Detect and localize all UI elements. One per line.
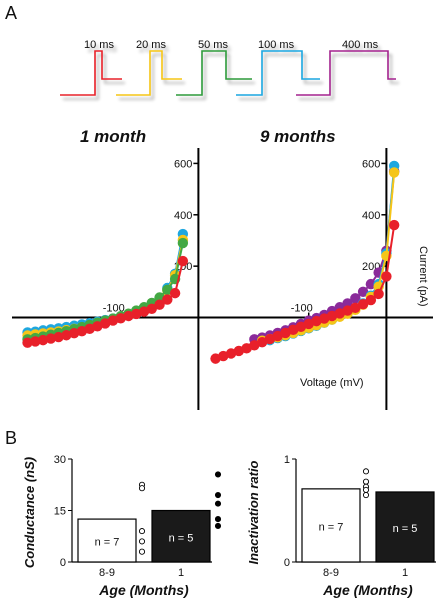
inactivation-bar-chart: 0 1 n = 7 8-9 n = 5 1 Inactivation ratio Age (M… bbox=[246, 454, 436, 598]
protocol-label-4: 100 ms bbox=[258, 39, 295, 51]
chart1-title: 1 month bbox=[80, 127, 146, 146]
data-point bbox=[357, 298, 369, 310]
data-point bbox=[30, 336, 41, 347]
data-point bbox=[53, 331, 64, 343]
x-tick-label: 8-9 bbox=[323, 567, 339, 579]
individual-point bbox=[362, 491, 370, 499]
individual-point bbox=[138, 528, 146, 535]
x-tick-label: 1 bbox=[178, 567, 184, 579]
data-point bbox=[350, 302, 361, 313]
y-tick-label: 600 bbox=[362, 158, 380, 170]
x-axis-label: Voltage (mV) bbox=[300, 377, 364, 389]
individual-point bbox=[138, 538, 146, 545]
y-tick-label: 0 bbox=[60, 557, 66, 569]
data-point bbox=[45, 333, 57, 344]
bar-n-label: n = 5 bbox=[169, 532, 194, 544]
data-point bbox=[169, 287, 181, 299]
y-tick-label: 400 bbox=[362, 210, 380, 222]
individual-point bbox=[214, 516, 222, 523]
bar bbox=[301, 488, 361, 563]
data-point bbox=[350, 293, 361, 304]
data-point bbox=[146, 303, 157, 314]
x-axis-label: Age (Months) bbox=[98, 582, 189, 598]
panel-label-b: B bbox=[5, 428, 17, 448]
y-tick-label: 1 bbox=[284, 454, 290, 466]
data-point bbox=[177, 255, 189, 267]
data-point bbox=[388, 167, 400, 178]
x-axis-label: Age (Months) bbox=[322, 582, 413, 598]
panel-label-a: A bbox=[5, 3, 17, 23]
bar bbox=[151, 509, 211, 563]
y-tick-label: 30 bbox=[54, 454, 66, 466]
protocol-trace-4 bbox=[236, 50, 320, 96]
bar-n-label: n = 5 bbox=[393, 523, 418, 535]
x-tick-label: 8-9 bbox=[99, 567, 115, 579]
data-point bbox=[162, 294, 173, 305]
protocol-trace-5 bbox=[296, 50, 396, 96]
individual-point bbox=[362, 468, 370, 475]
data-point bbox=[342, 298, 353, 309]
bar bbox=[375, 491, 435, 563]
data-point bbox=[365, 294, 377, 306]
bar bbox=[77, 518, 137, 563]
conductance-bar-chart: 0 15 30 n = 7 8-9 n = 5 1 Conductance (nS) Age (… bbox=[22, 454, 222, 598]
x-tick-label: -100 bbox=[291, 303, 313, 315]
data-point bbox=[37, 334, 49, 346]
protocol-trace-2 bbox=[116, 50, 182, 96]
individual-point bbox=[214, 500, 222, 507]
data-point bbox=[177, 237, 189, 249]
y-axis-label: Current (pA) bbox=[417, 246, 429, 307]
y-tick-label: 0 bbox=[284, 557, 290, 569]
data-point bbox=[373, 288, 384, 300]
protocol-trace-3 bbox=[176, 50, 252, 96]
protocol-label-3: 50 ms bbox=[198, 39, 228, 51]
bar-n-label: n = 7 bbox=[319, 521, 344, 533]
data-point bbox=[154, 299, 165, 310]
data-point bbox=[357, 286, 369, 298]
y-tick-label: 15 bbox=[54, 506, 66, 518]
individual-point bbox=[362, 478, 370, 485]
y-axis-label: Inactivation ratio bbox=[246, 460, 261, 564]
y-tick-label: 400 bbox=[174, 210, 192, 222]
protocol-label-2: 20 ms bbox=[136, 39, 166, 51]
y-tick-label: 600 bbox=[174, 158, 192, 170]
protocol-label-1: 10 ms bbox=[84, 39, 114, 51]
individual-point bbox=[214, 471, 222, 478]
data-point bbox=[381, 271, 392, 282]
y-axis-label: Conductance (nS) bbox=[22, 457, 37, 568]
bar-n-label: n = 7 bbox=[95, 537, 120, 549]
voltage-protocol: 10 ms 20 ms 50 ms 100 ms 400 ms bbox=[60, 39, 396, 96]
individual-point bbox=[214, 522, 222, 530]
data-point bbox=[22, 337, 33, 348]
data-point bbox=[388, 219, 400, 231]
individual-point bbox=[138, 485, 146, 492]
individual-point bbox=[138, 548, 146, 555]
individual-point bbox=[362, 486, 370, 493]
x-tick-label: 1 bbox=[402, 567, 408, 579]
individual-point bbox=[214, 491, 222, 499]
protocol-trace-1 bbox=[60, 50, 122, 96]
data-point bbox=[162, 284, 173, 295]
protocol-label-5: 400 ms bbox=[342, 39, 379, 51]
chart2-title: 9 months bbox=[260, 127, 336, 146]
